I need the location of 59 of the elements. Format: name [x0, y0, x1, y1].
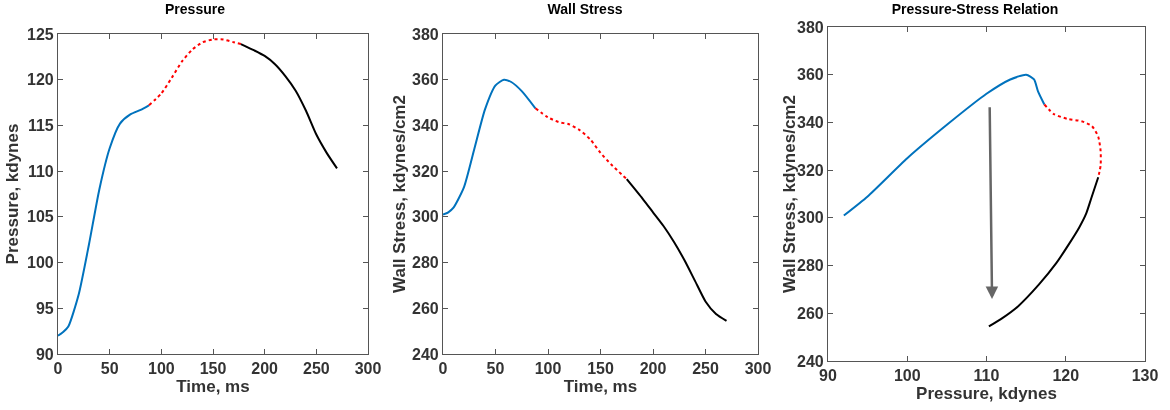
x-tick-label: 0: [53, 360, 63, 378]
y-axis-title: Wall Stress, kdynes/cm2: [390, 95, 409, 293]
x-tick-label: 250: [692, 360, 719, 378]
x-tick-label: 300: [354, 360, 382, 378]
y-tick-label: 260: [412, 299, 439, 317]
y-tick-label: 95: [35, 299, 54, 317]
x-axis-title: Pressure, kdynes: [916, 384, 1057, 404]
y-tick-label: 300: [797, 209, 824, 227]
x-tick-label: 300: [744, 360, 772, 378]
x-tick-label: 130: [1131, 367, 1159, 385]
x-tick-label: 90: [819, 367, 837, 385]
x-tick-label: 50: [486, 360, 505, 378]
x-tick-label: 150: [587, 360, 614, 378]
y-tick-label: 380: [412, 25, 439, 43]
y-tick-label: 100: [27, 254, 54, 272]
y-tick-label: 280: [412, 254, 439, 272]
line-series: [842, 73, 1046, 217]
x-tick-label: 0: [438, 360, 448, 378]
x-axis-title: Time, ms: [563, 377, 638, 397]
y-tick-label: 320: [412, 162, 439, 180]
chart-title: Pressure: [165, 0, 226, 17]
x-tick-label: 100: [147, 360, 175, 378]
y-tick-label: 240: [412, 345, 439, 363]
y-tick-label: 360: [412, 71, 439, 89]
y-tick-label: 340: [797, 114, 824, 132]
y-tick-label: 125: [27, 25, 54, 43]
y-tick-label: 110: [27, 162, 54, 180]
x-tick-label: 50: [100, 360, 119, 378]
y-tick-label: 300: [412, 208, 439, 226]
line-series: [534, 107, 628, 181]
line-series: [443, 78, 537, 216]
y-tick-label: 105: [27, 208, 54, 226]
x-tick-label: 250: [302, 360, 330, 378]
line-series: [987, 176, 1100, 328]
y-tick-label: 260: [797, 304, 824, 322]
line-series: [239, 43, 338, 170]
y-tick-label: 340: [412, 117, 439, 135]
line-series: [58, 104, 150, 337]
y-axis-title: Pressure, kdynes: [2, 123, 22, 265]
y-tick-label: 120: [27, 71, 54, 89]
y-tick-label: 90: [35, 345, 54, 363]
y-tick-label: 380: [797, 18, 824, 36]
y-tick-label: 320: [797, 161, 824, 179]
y-tick-label: 360: [797, 66, 824, 84]
x-tick-label: 200: [251, 360, 279, 378]
chart-title: Wall Stress: [547, 0, 623, 17]
x-tick-label: 150: [199, 360, 227, 378]
y-tick-label: 115: [27, 117, 54, 135]
line-series: [147, 38, 242, 107]
x-tick-label: 100: [893, 367, 921, 385]
x-tick-label: 120: [1052, 367, 1080, 385]
x-axis-title: Time, ms: [176, 377, 250, 397]
y-tick-label: 280: [797, 257, 824, 275]
chart-title: Pressure-Stress Relation: [891, 0, 1059, 17]
x-tick-label: 100: [534, 360, 562, 378]
y-tick-label: 240: [797, 352, 824, 370]
line-series: [625, 178, 728, 322]
x-tick-label: 200: [639, 360, 667, 378]
x-tick-label: 110: [973, 367, 1000, 385]
